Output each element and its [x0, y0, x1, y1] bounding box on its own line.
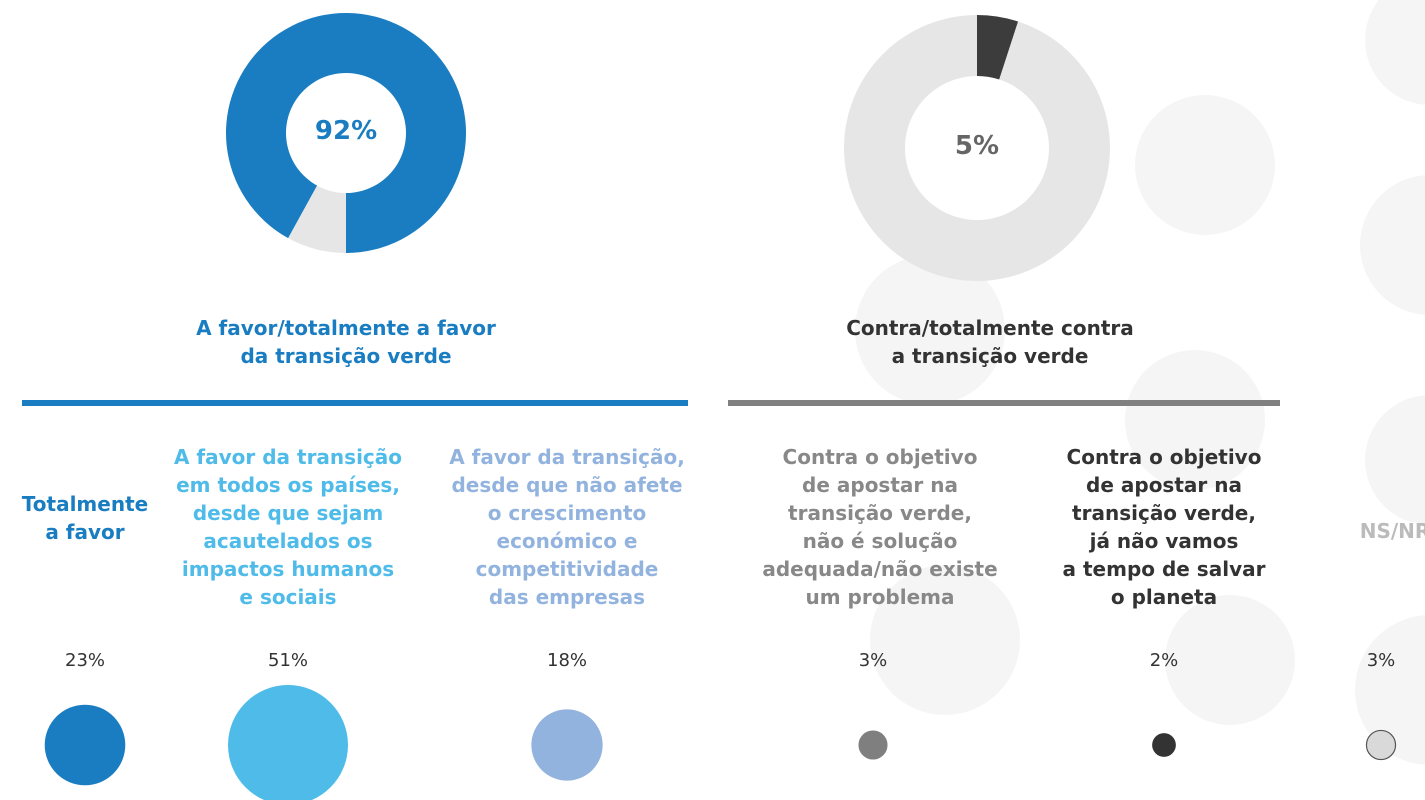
donut-slice [288, 185, 346, 253]
category-label: A favor da transição, desde que não afet… [449, 445, 685, 609]
bubble [228, 685, 348, 800]
bubble [531, 709, 603, 781]
category-label: A favor da transição em todos os países,… [173, 445, 403, 609]
decor-circle [1125, 350, 1265, 490]
value-label: 3% [858, 650, 888, 671]
category-label: Contra o objetivo de apostar na transiçã… [762, 445, 998, 609]
value-label: 51% [267, 650, 309, 671]
bubble [44, 704, 126, 786]
value-label: 2% [1149, 650, 1179, 671]
value-label: 3% [1366, 650, 1396, 671]
center-label: 92% [314, 116, 378, 146]
donut-slice [977, 15, 1019, 80]
center-label: 5% [954, 131, 1000, 161]
decor-circle [1365, 395, 1425, 525]
bubble [858, 730, 888, 760]
decor-circle [1360, 175, 1425, 315]
decor [855, 0, 1425, 765]
decor-circle [1135, 95, 1275, 235]
value-label: 23% [64, 650, 106, 671]
separator [728, 400, 1280, 406]
donut-slice [225, 12, 466, 253]
value-label: 18% [546, 650, 588, 671]
decor-circle [870, 565, 1020, 715]
category-label: Totalmente a favor [21, 492, 149, 544]
decor-circle [1355, 615, 1425, 765]
decor-circle [1165, 595, 1295, 725]
decor-circle [1365, 0, 1425, 105]
decor-circle [855, 255, 1005, 405]
donut-slice [844, 15, 1110, 282]
donut-caption: A favor/totalmente a favor da transição … [196, 316, 496, 368]
separator [22, 400, 688, 406]
category-label: Contra o objetivo de apostar na transiçã… [1062, 445, 1266, 609]
donut-caption: Contra/totalmente contra a transição ver… [846, 316, 1134, 368]
bubble [1152, 733, 1176, 757]
category-label: NS/NR [1359, 519, 1425, 543]
bubble [1365, 729, 1397, 761]
